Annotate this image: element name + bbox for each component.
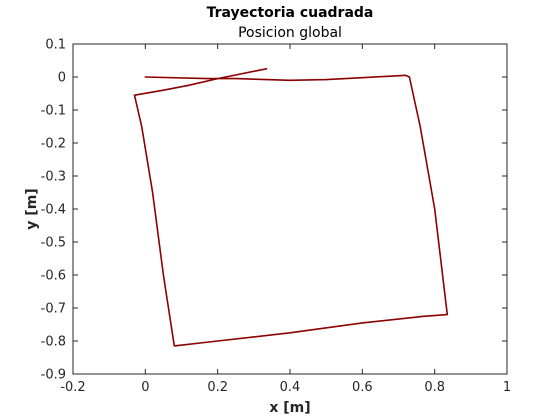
y-tick-label: -0.9 (41, 368, 66, 383)
x-tick-label: 0.8 (424, 380, 445, 395)
x-tick-label: 1 (503, 380, 511, 395)
chart-subtitle: Posicion global (238, 25, 342, 41)
y-tick-label: -0.3 (41, 170, 66, 185)
x-tick-label: 0 (141, 380, 149, 395)
y-tick-label: -0.8 (41, 335, 66, 350)
y-tick-label: -0.7 (41, 302, 66, 317)
x-axis: -0.2 0 0.2 0.4 0.6 0.8 1 (60, 44, 511, 395)
y-tick-label: -0.6 (41, 269, 66, 284)
trajectory-line (133, 68, 449, 347)
series-layer (133, 68, 449, 347)
plot-frame (72, 43, 508, 375)
x-tick-label: -0.2 (60, 380, 85, 395)
y-tick-label: 0 (58, 71, 66, 86)
x-tick-label: 0.2 (207, 380, 228, 395)
x-tick-label: 0.4 (280, 380, 301, 395)
y-tick-label: 0.1 (45, 38, 66, 53)
y-axis: -0.9 -0.8 -0.7 -0.6 -0.5 -0.4 -0.3 -0.2 -0.1 0 0.1 (41, 38, 507, 383)
y-tick-label: -0.1 (41, 104, 66, 119)
x-axis-label: x [m] (269, 400, 310, 416)
y-tick-label: -0.2 (41, 137, 66, 152)
chart-title: Trayectoria cuadrada (207, 5, 374, 21)
plot-area (73, 44, 507, 374)
y-tick-label: -0.5 (41, 236, 66, 251)
y-axis-label: y [m] (24, 188, 40, 229)
y-tick-label: -0.4 (41, 203, 66, 218)
x-tick-label: 0.6 (352, 380, 373, 395)
